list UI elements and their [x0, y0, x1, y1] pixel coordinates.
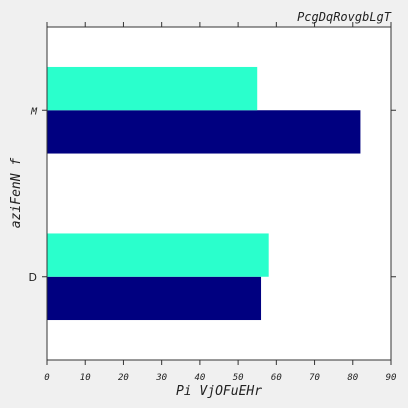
y-axis-label: aziFenN f [9, 158, 24, 229]
y-tick-label-M: M [30, 106, 38, 117]
x-tick-label: 30 [155, 373, 167, 383]
x-tick-label: 0 [44, 373, 49, 383]
y-tick-label-D: D [29, 271, 37, 284]
x-tick-label: 10 [80, 373, 91, 383]
x-tick-label: 40 [194, 373, 205, 383]
bar-series-1-M [47, 66, 258, 111]
x-tick-label: 90 [386, 373, 397, 383]
x-tick-label: 50 [233, 373, 244, 383]
x-axis-label: Pi VjOFuEHr [176, 384, 262, 399]
bar-series-1-D [47, 233, 269, 277]
x-tick-label: 60 [271, 373, 282, 383]
plot-frame [46, 26, 392, 361]
x-tick-label: 70 [309, 373, 320, 383]
x-tick-label: 20 [118, 373, 129, 383]
x-tick-label: 80 [347, 373, 358, 383]
x-axis-ticks: 0 10 20 30 40 50 60 70 80 90 [44, 22, 396, 383]
bar-series-0-D [47, 276, 262, 321]
bars-layer [47, 66, 361, 321]
y-axis-ticks: DM [29, 106, 396, 284]
chart-title: PcgDqRovgbLgT [297, 10, 392, 24]
bar-series-0-M [47, 110, 361, 154]
